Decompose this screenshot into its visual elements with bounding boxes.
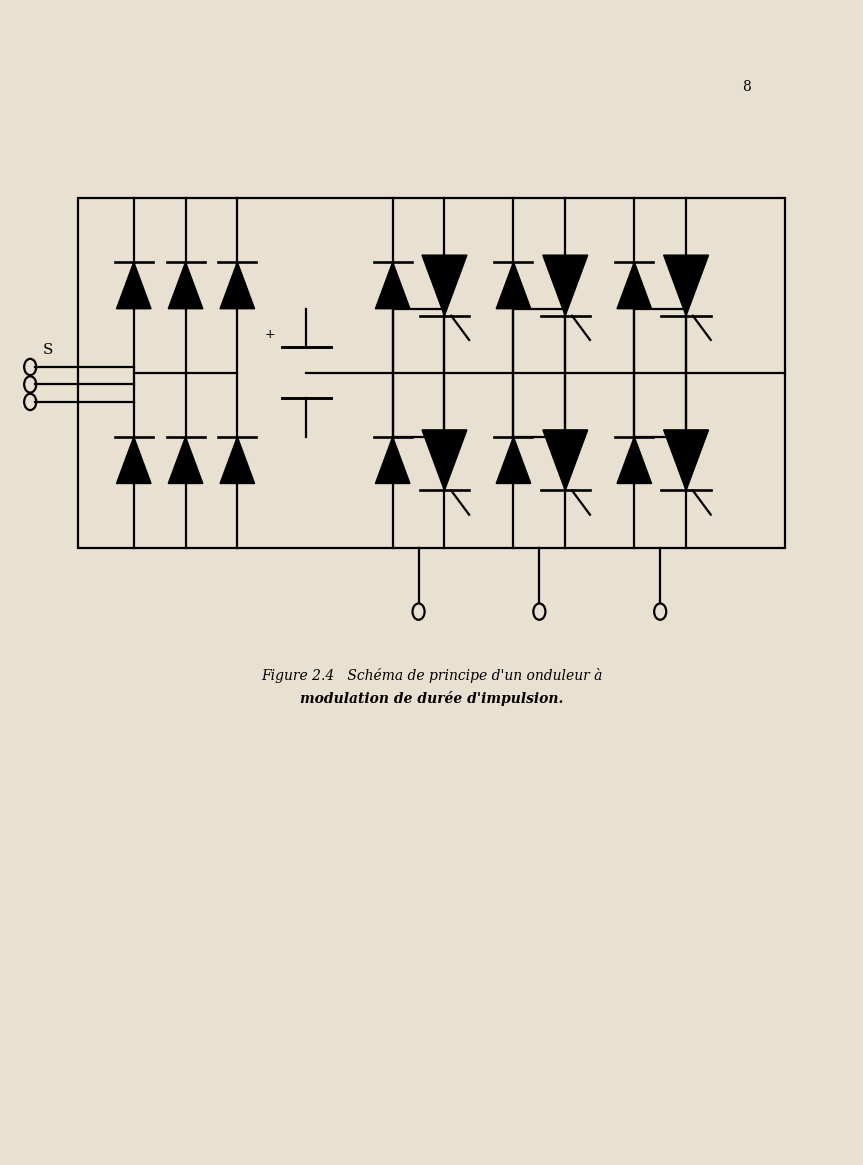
Polygon shape (422, 255, 467, 316)
Bar (78, 198, 785, 548)
Polygon shape (375, 262, 410, 309)
Polygon shape (168, 262, 203, 309)
Text: S: S (42, 343, 53, 356)
Polygon shape (168, 437, 203, 483)
Text: modulation de durée d'impulsion.: modulation de durée d'impulsion. (299, 692, 564, 706)
Polygon shape (664, 430, 709, 490)
Polygon shape (496, 437, 531, 483)
Polygon shape (543, 255, 588, 316)
Polygon shape (117, 437, 151, 483)
Polygon shape (664, 255, 709, 316)
Polygon shape (543, 430, 588, 490)
Polygon shape (422, 430, 467, 490)
Polygon shape (375, 437, 410, 483)
Polygon shape (496, 262, 531, 309)
Polygon shape (617, 437, 652, 483)
Text: Figure 2.4   Schéma de principe d'un onduleur à: Figure 2.4 Schéma de principe d'un ondul… (261, 669, 602, 683)
Text: +: + (265, 327, 275, 341)
Polygon shape (617, 262, 652, 309)
Polygon shape (117, 262, 151, 309)
Text: 8: 8 (742, 80, 751, 94)
Polygon shape (220, 437, 255, 483)
Polygon shape (220, 262, 255, 309)
